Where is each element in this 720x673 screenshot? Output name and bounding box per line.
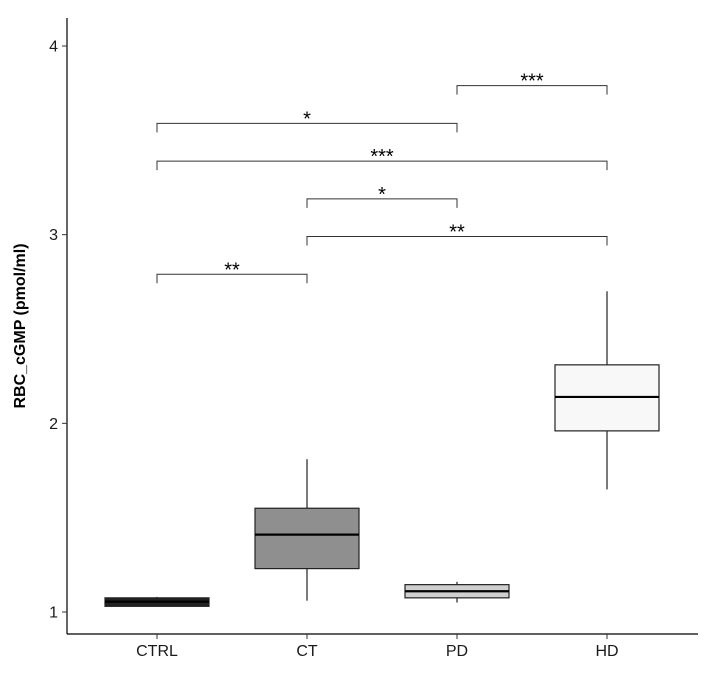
- box-hd: [554, 291, 660, 490]
- y-tick-label: 3: [49, 227, 58, 244]
- box-ctrl: [104, 596, 210, 607]
- bracket-line: [156, 122, 458, 133]
- y-tick-label: 2: [49, 416, 58, 433]
- significance-bracket: *: [156, 108, 458, 133]
- significance-label: *: [303, 108, 311, 130]
- significance-bracket: *: [306, 184, 458, 208]
- significance-label: *: [378, 184, 386, 206]
- bracket-line: [456, 85, 608, 95]
- y-tick-label: 1: [49, 605, 58, 622]
- x-tick-label: CTRL: [136, 643, 178, 660]
- boxes: [104, 291, 660, 607]
- significance-label: ***: [520, 71, 544, 93]
- iqr-box: [254, 507, 360, 570]
- bracket-line: [306, 198, 458, 208]
- significance-label: ***: [370, 146, 394, 168]
- significance-brackets: ************: [156, 71, 608, 284]
- significance-label: **: [224, 259, 240, 281]
- bracket-line: [306, 236, 608, 246]
- x-tick-label: PD: [446, 643, 468, 660]
- box-ct: [254, 459, 360, 601]
- x-tick-label: CT: [296, 643, 318, 660]
- bracket-line: [156, 273, 308, 284]
- y-tick-label: 4: [49, 39, 58, 56]
- bracket-line: [156, 160, 608, 171]
- significance-bracket: ***: [156, 146, 608, 171]
- significance-bracket: **: [156, 259, 308, 284]
- significance-bracket: **: [306, 222, 608, 246]
- significance-bracket: ***: [456, 71, 608, 95]
- y-axis-title: RBC_cGMP (pmol/ml): [12, 243, 29, 408]
- significance-label: **: [449, 222, 465, 244]
- x-tick-label: HD: [595, 643, 618, 660]
- axes: 1 2 3 4 CTRL CT PD HD: [49, 18, 698, 660]
- box-pd: [404, 581, 510, 603]
